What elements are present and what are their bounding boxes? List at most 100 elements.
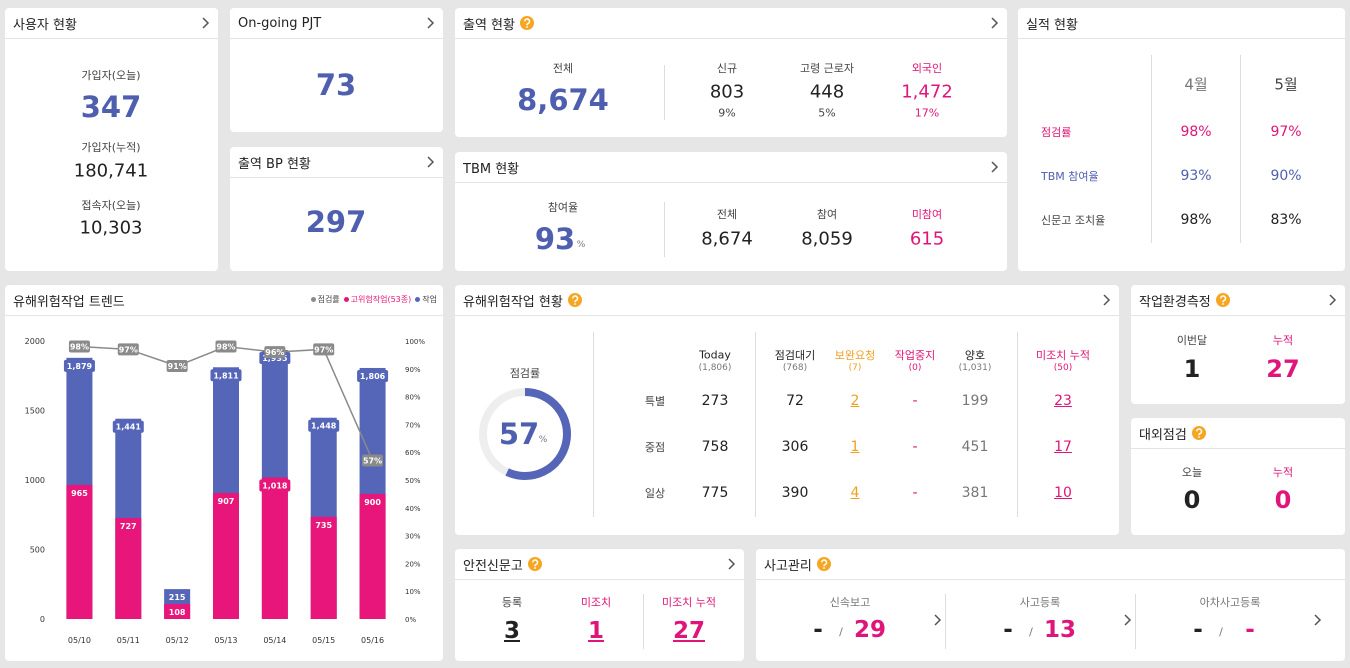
chevron[interactable] bbox=[726, 558, 736, 570]
x-tick-label: 05/14 bbox=[263, 636, 286, 645]
chevron[interactable] bbox=[989, 17, 999, 29]
gauge-arc bbox=[505, 388, 571, 480]
legend-label: 작업 bbox=[422, 295, 437, 304]
y2-tick-label: 70% bbox=[405, 421, 421, 429]
card-title: 안전신문고 bbox=[463, 558, 523, 574]
divider bbox=[1240, 55, 1241, 243]
card-title: 사고관리 bbox=[764, 558, 812, 574]
y2-tick-label: 40% bbox=[405, 505, 421, 513]
value: 180,741 bbox=[73, 160, 149, 182]
unit: % bbox=[576, 240, 586, 250]
value-label-box bbox=[215, 494, 237, 507]
card: 사용자 현황 가입자(오늘) 347 가입자(누적) 180,741 접속자(오… bbox=[5, 8, 218, 271]
value[interactable]: 1 bbox=[587, 618, 605, 644]
card: 안전신문고 등록 3 미조치 1 미조치 누적 27 bbox=[455, 549, 744, 661]
value-label: 900 bbox=[364, 498, 381, 507]
chevron[interactable] bbox=[1312, 614, 1322, 626]
label: 참여율 bbox=[547, 201, 579, 214]
help-icon[interactable] bbox=[1215, 293, 1230, 307]
card-header: 출역 현황 bbox=[455, 8, 1007, 39]
legend-label: 점검률 bbox=[317, 295, 340, 304]
y2-tick-label: 0% bbox=[405, 616, 416, 624]
value-label-box bbox=[313, 343, 335, 356]
cell[interactable]: 17 bbox=[1054, 439, 1072, 455]
y2-tick-label: 80% bbox=[405, 394, 421, 402]
value: 8,674 bbox=[517, 83, 609, 117]
column-sub: (50) bbox=[1053, 363, 1073, 373]
column-header: 미조치 누적 bbox=[1035, 349, 1091, 362]
value-label-box bbox=[313, 518, 335, 531]
label: 신속보고 bbox=[829, 596, 871, 609]
chevron[interactable] bbox=[932, 614, 942, 626]
help-icon[interactable] bbox=[816, 557, 831, 571]
legend-item: 작업 bbox=[415, 294, 437, 305]
chevron[interactable] bbox=[1101, 294, 1111, 306]
cell: 306 bbox=[781, 439, 809, 455]
y2-tick-label: 100% bbox=[405, 338, 425, 346]
value[interactable]: 27 bbox=[672, 618, 706, 644]
help-icon[interactable] bbox=[527, 557, 542, 571]
card-title: On-going PJT bbox=[238, 15, 322, 31]
y2-tick-label: 60% bbox=[405, 449, 421, 457]
cell: 775 bbox=[701, 485, 729, 501]
chevron[interactable] bbox=[1122, 614, 1132, 626]
value: 448 bbox=[809, 81, 845, 103]
chevron[interactable] bbox=[425, 156, 435, 168]
cell[interactable]: 10 bbox=[1054, 485, 1072, 501]
value-label: 907 bbox=[218, 497, 235, 506]
cell: 83% bbox=[1270, 212, 1302, 228]
cell: - bbox=[912, 485, 918, 501]
column-header: 4월 bbox=[1184, 75, 1208, 94]
cell: 90% bbox=[1270, 168, 1302, 184]
cell[interactable]: 4 bbox=[850, 485, 860, 501]
card-title: 대외점검 bbox=[1139, 427, 1187, 443]
column-header: 양호 bbox=[964, 349, 986, 362]
bar bbox=[261, 477, 288, 619]
divider bbox=[593, 332, 594, 517]
cell[interactable]: 2 bbox=[850, 393, 860, 409]
chevron[interactable] bbox=[989, 161, 999, 173]
chevron[interactable] bbox=[1327, 294, 1337, 306]
help-icon[interactable] bbox=[519, 16, 534, 30]
unit: % bbox=[538, 435, 548, 445]
card-header: 실적 현황 bbox=[1018, 8, 1345, 39]
value: 0 bbox=[1183, 486, 1201, 514]
value-label: 735 bbox=[315, 521, 332, 530]
cell[interactable]: 23 bbox=[1054, 393, 1072, 409]
y2-tick-label: 10% bbox=[405, 588, 421, 596]
chevron[interactable] bbox=[200, 17, 210, 29]
column-sub: (7) bbox=[848, 363, 862, 373]
label: 오늘 bbox=[1181, 466, 1203, 479]
card-header: 유해위험작업 현황 bbox=[455, 285, 1119, 316]
card-header: 유해위험작업 트렌드 점검률 고위험작업(53종) 작업 bbox=[5, 285, 443, 316]
bar bbox=[310, 516, 337, 619]
value: 93 bbox=[534, 222, 576, 256]
column-header: 점검대기 bbox=[774, 349, 816, 362]
label: 고령 근로자 bbox=[799, 62, 855, 75]
card: On-going PJT 73 bbox=[230, 8, 443, 132]
cell: 72 bbox=[786, 393, 804, 409]
value[interactable]: 3 bbox=[503, 618, 521, 644]
chevron[interactable] bbox=[425, 17, 435, 29]
label: 가입자(누적) bbox=[81, 141, 141, 154]
value-label-box bbox=[362, 495, 384, 508]
value: 10,303 bbox=[79, 217, 143, 239]
card-title: 출역 BP 현황 bbox=[238, 156, 311, 172]
card-header: On-going PJT bbox=[230, 8, 443, 39]
label: 등록 bbox=[501, 596, 523, 609]
value-label: 727 bbox=[120, 522, 137, 531]
help-icon[interactable] bbox=[1191, 426, 1206, 440]
legend-swatch bbox=[343, 297, 349, 302]
cell: 93% bbox=[1180, 168, 1212, 184]
card-title: 유해위험작업 현황 bbox=[463, 294, 563, 310]
value-label: 98% bbox=[70, 343, 89, 352]
value: 8,674 bbox=[701, 228, 753, 250]
value: 29 bbox=[853, 617, 887, 643]
card-title: 사용자 현황 bbox=[13, 17, 77, 33]
label: 신규 bbox=[716, 62, 738, 75]
cell[interactable]: 1 bbox=[850, 439, 860, 455]
y-tick-label: 1000 bbox=[25, 476, 45, 485]
help-icon[interactable] bbox=[567, 293, 582, 307]
column-sub: (1,031) bbox=[958, 363, 992, 373]
pct: 5% bbox=[818, 106, 836, 120]
